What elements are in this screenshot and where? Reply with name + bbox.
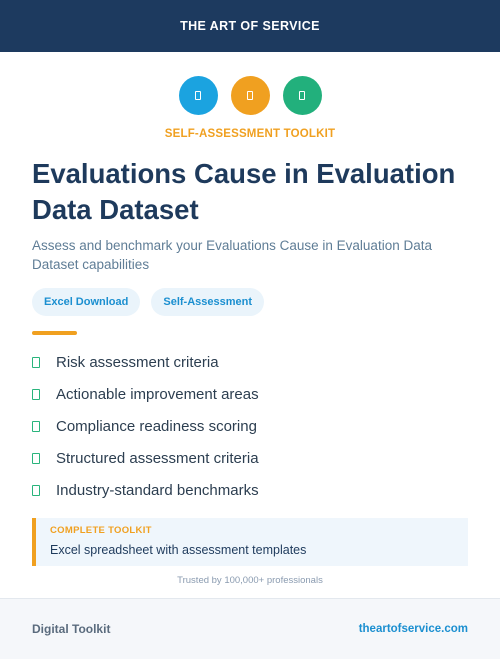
trust-note: Trusted by 100,000+ professionals — [177, 575, 323, 586]
website-link[interactable]: theartofservice.com — [358, 623, 468, 635]
chart-icon — [230, 76, 270, 115]
brand-name: THE ART OF SERVICE — [180, 19, 320, 33]
footer: Digital Toolkit theartofservice.com — [0, 598, 500, 659]
feature-item: Risk assessment criteria — [32, 346, 472, 378]
footer-label: Digital Toolkit — [32, 622, 111, 636]
callout-title: COMPLETE TOOLKIT — [50, 525, 152, 536]
top-banner: THE ART OF SERVICE — [0, 0, 500, 52]
callout-text: Excel spreadsheet with assessment templa… — [50, 543, 307, 557]
feature-item: Industry-standard benchmarks — [32, 475, 472, 507]
feature-list: Risk assessment criteria Actionable impr… — [32, 346, 472, 507]
feature-text: Actionable improvement areas — [56, 385, 259, 403]
feature-item: Actionable improvement areas — [32, 378, 472, 410]
check-icon — [32, 356, 40, 368]
checklist-icon — [282, 76, 322, 115]
check-icon — [32, 388, 40, 400]
accent-divider — [32, 331, 77, 335]
eyebrow-label: SELF-ASSESSMENT TOOLKIT — [164, 128, 336, 140]
feature-item: Structured assessment criteria — [32, 443, 472, 475]
icon-row — [0, 76, 500, 115]
check-icon — [32, 453, 40, 465]
tag-excel-download: Excel Download — [32, 288, 141, 316]
feature-text: Risk assessment criteria — [56, 353, 219, 371]
tag-list: Excel Download Self-Assessment — [32, 288, 265, 316]
feature-text: Structured assessment criteria — [56, 450, 259, 468]
tag-self-assessment: Self-Assessment — [151, 288, 265, 316]
feature-text: Industry-standard benchmarks — [56, 482, 259, 500]
subtitle: Assess and benchmark your Evaluations Ca… — [32, 238, 432, 272]
toolkit-callout: COMPLETE TOOLKIT Excel spreadsheet with … — [32, 518, 468, 566]
feature-text: Compliance readiness scoring — [56, 417, 257, 435]
page-title: Evaluations Cause in Evaluation Data Dat… — [32, 158, 456, 225]
check-icon — [32, 420, 40, 432]
feature-item: Compliance readiness scoring — [32, 410, 472, 442]
check-icon — [32, 485, 40, 497]
document-icon — [178, 76, 218, 115]
